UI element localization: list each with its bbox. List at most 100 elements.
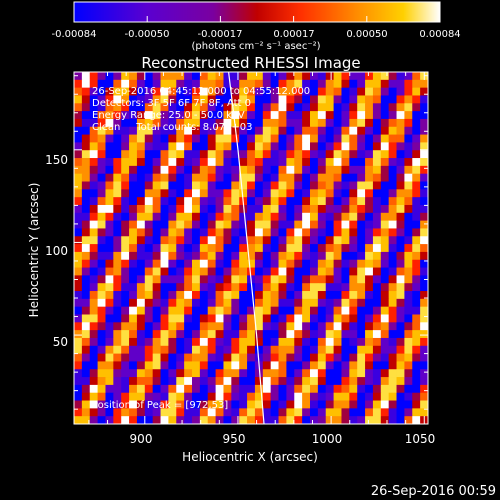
heatmap-cell	[325, 244, 334, 253]
heatmap-cell	[152, 72, 161, 81]
heatmap-cell	[215, 353, 224, 362]
heatmap-cell	[365, 322, 374, 331]
heatmap-cell	[380, 212, 390, 222]
heatmap-cell	[270, 345, 279, 354]
heatmap-cell	[365, 165, 374, 175]
heatmap-cell	[168, 204, 177, 214]
heatmap-cell	[349, 361, 358, 370]
heatmap-cell	[223, 181, 232, 190]
heatmap-cell	[247, 337, 256, 347]
heatmap-cell	[365, 353, 374, 362]
heatmap-cell	[113, 158, 122, 167]
heatmap-cell	[325, 72, 334, 81]
heatmap-cell	[176, 392, 185, 401]
heatmap-cell	[121, 165, 130, 175]
heatmap-cell	[199, 361, 209, 370]
heatmap-cell	[168, 95, 177, 104]
heatmap-cell	[349, 369, 358, 378]
heatmap-cell	[310, 118, 319, 128]
heatmap-cell	[254, 189, 264, 198]
heatmap-cell	[247, 408, 256, 417]
heatmap-cell	[349, 416, 358, 424]
heatmap-cell	[317, 142, 327, 151]
heatmap-cell	[144, 400, 154, 409]
heatmap-cell	[113, 220, 122, 229]
heatmap-cell	[294, 220, 303, 229]
heatmap-cell	[176, 275, 185, 284]
heatmap-cell	[349, 165, 358, 175]
heatmap-cell	[215, 361, 224, 370]
heatmap-cell	[199, 118, 209, 128]
heatmap-cell	[302, 275, 311, 284]
heatmap-cell	[396, 345, 405, 354]
heatmap-cell	[81, 103, 91, 112]
heatmap-cell	[310, 275, 319, 284]
heatmap-cell	[176, 251, 185, 261]
heatmap-cell	[199, 197, 209, 206]
heatmap-cell	[176, 181, 185, 190]
heatmap-cell	[294, 275, 303, 284]
heatmap-cell	[317, 87, 327, 96]
heatmap-cell	[365, 306, 374, 315]
heatmap-cell	[192, 244, 201, 253]
heatmap-cell	[207, 189, 216, 198]
heatmap-cell	[404, 353, 413, 362]
heatmap-cell	[365, 150, 374, 159]
heatmap-cell	[357, 298, 366, 308]
heatmap-cell	[270, 165, 279, 175]
heatmap-cell	[396, 158, 405, 167]
heatmap-cell	[341, 416, 350, 424]
heatmap-cell	[144, 361, 154, 370]
heatmap-cell	[160, 353, 169, 362]
heatmap-cell	[184, 384, 193, 394]
heatmap-cell	[136, 291, 146, 300]
heatmap-cell	[105, 72, 114, 81]
heatmap-cell	[317, 416, 327, 424]
heatmap-cell	[129, 369, 138, 378]
heatmap-cell	[302, 126, 311, 135]
heatmap-cell	[262, 314, 272, 323]
heatmap-cell	[278, 337, 287, 347]
heatmap-cell	[89, 228, 98, 237]
heatmap-cell	[365, 337, 374, 347]
heatmap-cell	[254, 416, 264, 424]
heatmap-cell	[262, 204, 272, 214]
heatmap-cell	[357, 400, 366, 409]
heatmap-cell	[412, 314, 421, 323]
heatmap-cell	[404, 267, 413, 276]
heatmap-cell	[302, 111, 311, 120]
heatmap-cell	[184, 118, 193, 128]
heatmap-cell	[262, 87, 272, 96]
heatmap-cell	[176, 322, 185, 331]
heatmap-cell	[420, 322, 428, 331]
heatmap-cell	[286, 111, 295, 120]
heatmap-cell	[388, 95, 397, 104]
heatmap-cell	[168, 126, 177, 135]
heatmap-cell	[380, 173, 390, 182]
heatmap-cell	[294, 377, 303, 386]
heatmap-cell	[404, 408, 413, 417]
heatmap-cell	[144, 298, 154, 308]
heatmap-cell	[231, 118, 240, 128]
heatmap-cell	[105, 298, 114, 308]
heatmap-cell	[388, 220, 397, 229]
heatmap-cell	[168, 275, 177, 284]
heatmap-cell	[129, 400, 138, 409]
heatmap-cell	[286, 244, 295, 253]
heatmap-cell	[396, 408, 405, 417]
heatmap-cell	[310, 95, 319, 104]
heatmap-cell	[168, 189, 177, 198]
heatmap-cell	[310, 400, 319, 409]
heatmap-cell	[262, 330, 272, 339]
heatmap-cell	[184, 322, 193, 331]
heatmap-cell	[231, 212, 240, 222]
heatmap-cell	[404, 251, 413, 261]
heatmap-cell	[365, 212, 374, 222]
heatmap-cell	[136, 377, 146, 386]
heatmap-cell	[404, 126, 413, 135]
heatmap-cell	[365, 369, 374, 378]
heatmap-cell	[372, 275, 382, 284]
heatmap-cell	[105, 181, 114, 190]
heatmap-cell	[254, 103, 264, 112]
heatmap-cell	[302, 408, 311, 417]
